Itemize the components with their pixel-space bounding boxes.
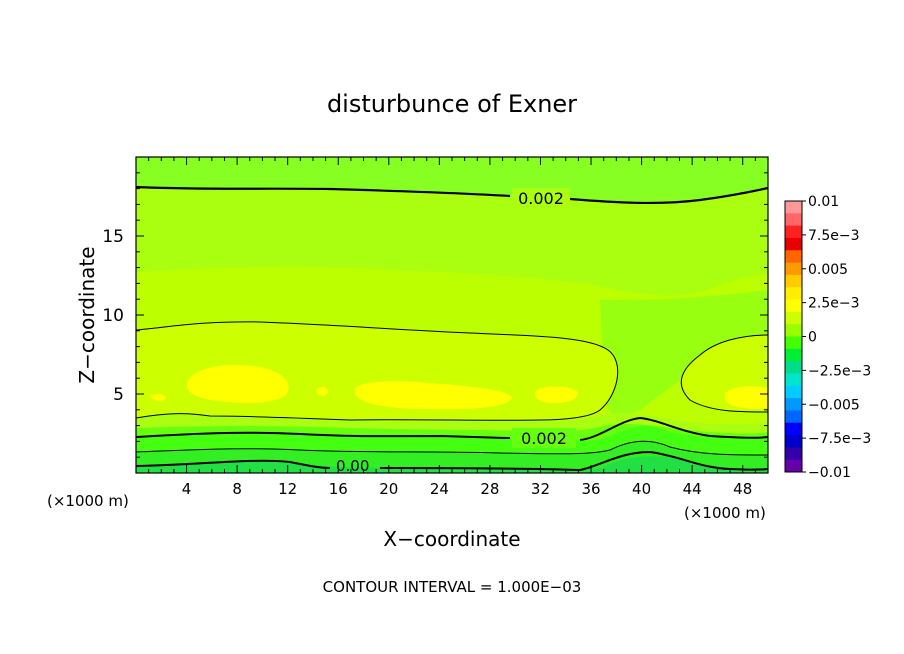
colorbar-segment — [785, 422, 802, 436]
x-axis-unit: (×1000 m) — [47, 492, 129, 510]
colorbar-segment — [785, 348, 802, 362]
x-tick-label: 28 — [480, 480, 499, 498]
colorbar-segment — [785, 447, 802, 461]
colorbar-segment — [785, 398, 802, 411]
colorbar-segment — [785, 299, 802, 313]
colorbar-segment — [785, 225, 802, 239]
x-tick-label: 36 — [581, 480, 600, 498]
colorbar-label: −0.005 — [808, 397, 860, 413]
colorbar-segment — [785, 459, 802, 473]
colorbar-label: −2.5e−3 — [808, 363, 871, 379]
contour-label-2: 0.002 — [521, 429, 567, 448]
x-tick-label: 20 — [379, 480, 398, 498]
y-tick-label: 15 — [102, 227, 124, 247]
yellow-blobs — [150, 364, 768, 410]
colorbar-labels: 0.01 7.5e−3 0.005 2.5e−3 0 −2.5e−3 −0.005 −7.5e… — [802, 194, 871, 481]
chart-title: disturbunce of Exner — [327, 90, 577, 118]
band-right-green — [600, 290, 768, 417]
colorbar-segment — [785, 385, 802, 399]
colorbar-segment — [785, 201, 802, 214]
contour-top — [135, 185, 769, 205]
y-axis-tick-labels: 5 10 15 — [102, 227, 124, 405]
colorbar-label: −7.5e−3 — [808, 431, 871, 447]
colorbar-label: 7.5e−3 — [808, 228, 860, 244]
contour-zero — [135, 450, 769, 472]
colorbar-label: 0 — [808, 330, 817, 346]
contour-right-loop — [680, 334, 769, 413]
x-tick-label: 24 — [430, 480, 449, 498]
contour-lowest — [135, 440, 769, 456]
x-tick-label: 8 — [232, 480, 242, 498]
x-tick-label: 48 — [733, 480, 752, 498]
contour-mid-low — [135, 416, 769, 441]
colorbar-segment — [785, 311, 802, 325]
colorbar-label: 0.01 — [808, 194, 839, 210]
colorbar-segment — [785, 435, 802, 448]
x-axis-ticks — [148, 157, 756, 473]
x-axis-unit-right: (×1000 m) — [684, 504, 766, 522]
contour-label-bg-2 — [512, 428, 576, 448]
x-tick-label: 4 — [182, 480, 192, 498]
colorbar-segment — [785, 361, 802, 374]
colorbar-segment — [785, 274, 802, 288]
band-low-5 — [136, 456, 768, 473]
colorbar-segment — [785, 410, 802, 424]
contour-9km — [135, 321, 619, 421]
colorbar — [785, 201, 802, 473]
contour-label-bg-1 — [512, 188, 570, 208]
contour-label-1: 0.002 — [518, 189, 564, 208]
y-axis-ticks — [136, 172, 768, 458]
colorbar-segment — [785, 250, 802, 264]
y-axis-label: Z−coordinate — [75, 246, 99, 383]
colorbar-segment — [785, 237, 802, 251]
colorbar-segment — [785, 287, 802, 301]
x-tick-label: 32 — [531, 480, 550, 498]
colorbar-label: 2.5e−3 — [808, 296, 860, 312]
x-axis-tick-labels: 4 8 12 16 20 24 28 32 36 40 44 48 — [182, 480, 752, 498]
contour-lines — [135, 185, 769, 472]
y-tick-label: 10 — [102, 306, 124, 326]
colorbar-segment — [785, 373, 802, 387]
plot-area: 0.002 0.002 0.00 — [135, 157, 769, 475]
colorbar-segment — [785, 336, 802, 350]
colorbar-segment — [785, 213, 802, 227]
y-tick-label: 5 — [113, 385, 124, 405]
colorbar-label: 0.005 — [808, 262, 848, 278]
x-tick-label: 16 — [329, 480, 348, 498]
contour-label-3: 0.00 — [336, 457, 369, 475]
contour-interval-note: CONTOUR INTERVAL = 1.000E−03 — [323, 578, 582, 596]
x-tick-label: 40 — [632, 480, 651, 498]
colorbar-segment — [785, 262, 802, 276]
x-tick-label: 44 — [683, 480, 702, 498]
x-axis-label: X−coordinate — [383, 527, 520, 551]
colorbar-label: −0.01 — [808, 465, 851, 481]
x-tick-label: 12 — [278, 480, 297, 498]
colorbar-segment — [785, 324, 802, 337]
